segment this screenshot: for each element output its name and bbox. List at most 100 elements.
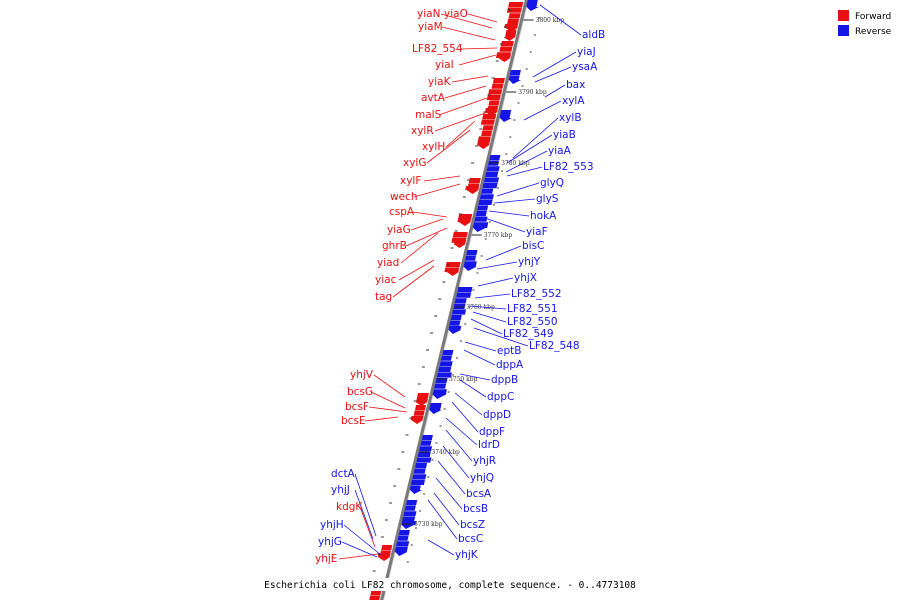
reverse-leader-line — [493, 198, 536, 204]
reverse-leader-line — [505, 150, 548, 173]
gene-label-bisc: bisC — [522, 240, 544, 252]
scale-tick-label: 3800 kbp — [536, 17, 565, 24]
forward-leader-line — [373, 374, 406, 398]
reverse-leader-line — [341, 541, 378, 558]
scale-tick-label: 3740 kbp — [431, 449, 460, 456]
reverse-gene-glyph — [464, 255, 477, 261]
forward-gene-glyph — [414, 405, 427, 411]
gene-label-bcsf: bcsF — [345, 401, 369, 413]
reverse-gene-glyph — [499, 114, 511, 118]
reverse-leader-line — [459, 379, 487, 398]
forward-gene-glyph — [506, 7, 522, 13]
forward-leader-line — [410, 218, 444, 231]
reverse-gene-glyph — [406, 500, 418, 506]
gene-label-yiak: yiaK — [428, 76, 452, 88]
gene-label-lf82-554: LF82_554 — [412, 43, 463, 55]
reverse-gene-glyph — [440, 355, 452, 361]
forward-gene-glyph — [458, 214, 473, 220]
gene-label-yhjx: yhjX — [514, 272, 537, 284]
gene-label-bcsa: bcsA — [466, 488, 492, 500]
gene-label-hoka: hokA — [530, 210, 557, 222]
reverse-gene-glyph — [417, 451, 431, 457]
reverse-gene-glyph — [396, 541, 410, 547]
forward-gene-glyph — [410, 416, 424, 420]
gene-label-yiaj: yiaJ — [577, 46, 596, 58]
forward-gene-glyph — [492, 78, 505, 84]
reverse-gene-glyph — [434, 383, 447, 389]
reverse-gene-glyph — [404, 505, 416, 511]
forward-gene-glyph — [444, 267, 460, 273]
forward-gene-glyph — [482, 114, 497, 120]
gene-label-cspa: cspA — [389, 206, 415, 218]
gene-label-lf82-552: LF82_552 — [511, 288, 562, 300]
reverse-leader-line — [534, 66, 572, 83]
gene-label-wech: wech — [390, 191, 417, 203]
forward-leader-line — [441, 26, 496, 41]
gene-label-kdgk: kdgK — [336, 501, 363, 513]
forward-gene-glyph — [457, 218, 472, 222]
forward-gene-glyph — [468, 178, 481, 184]
reverse-leader-line — [442, 445, 470, 479]
forward-leader-line — [398, 259, 435, 281]
forward-leader-line — [423, 175, 461, 182]
reverse-gene-arrowhead — [429, 410, 442, 414]
gene-label-yiaa: yiaA — [548, 145, 572, 157]
forward-leader-line — [458, 54, 497, 66]
scale-tick-label: 3790 kbp — [518, 89, 547, 96]
gene-label-yiac: yiac — [375, 274, 397, 286]
reverse-gene-glyph — [483, 177, 499, 183]
reverse-leader-line — [354, 473, 377, 537]
scale-tick-label: 3730 kbp — [414, 521, 443, 528]
reverse-gene-glyph — [500, 110, 512, 116]
forward-gene-glyph — [377, 553, 391, 557]
reverse-gene-glyph — [475, 211, 487, 217]
forward-leader-line — [364, 416, 399, 422]
forward-gene-glyph — [477, 141, 490, 145]
forward-gene-glyph — [480, 119, 495, 125]
forward-gene-glyph — [496, 54, 511, 58]
gene-label-yhjj: yhjJ — [331, 484, 350, 496]
forward-gene-glyph — [482, 125, 494, 131]
reverse-leader-line — [470, 318, 503, 335]
gene-label-dcta: dctA — [331, 468, 356, 480]
legend-swatch-reverse — [838, 25, 849, 36]
gene-label-ysaa: ysaA — [572, 61, 598, 73]
reverse-leader-line — [476, 261, 518, 270]
scale-tick-label: 3770 kbp — [484, 232, 513, 239]
reverse-leader-line — [427, 499, 458, 540]
gene-label-dppc: dppC — [487, 391, 514, 403]
forward-gene-arrowhead — [458, 222, 471, 226]
gene-label-xylf: xylF — [400, 175, 421, 187]
gene-label-dppd: dppD — [483, 409, 511, 421]
reverse-gene-glyph — [429, 406, 441, 410]
reverse-gene-glyph — [466, 250, 478, 256]
forward-leader-line — [467, 13, 498, 23]
forward-gene-glyph — [413, 410, 425, 416]
forward-gene-glyph — [369, 595, 381, 600]
gene-label-eptb: eptB — [497, 345, 521, 357]
gene-label-bcsc: bcsC — [458, 533, 483, 545]
reverse-gene-glyph — [401, 516, 416, 522]
forward-gene-arrowhead — [411, 420, 424, 424]
legend-label-forward: Forward — [855, 12, 891, 22]
gene-label-yiaf: yiaF — [526, 226, 548, 238]
forward-gene-glyph — [488, 100, 500, 106]
scale-tick-label: 3750 kbp — [449, 376, 478, 383]
gene-label-yiao: yiaO — [444, 8, 468, 20]
reverse-leader-line — [506, 166, 543, 177]
gene-label-yhjh: yhjH — [320, 519, 344, 531]
reverse-leader-line — [485, 245, 522, 261]
reverse-gene-glyph — [412, 474, 427, 480]
gene-label-yiam: yiaM — [418, 21, 443, 33]
forward-gene-glyph — [485, 108, 498, 112]
forward-gene-arrowhead — [378, 557, 391, 561]
reverse-gene-glyph — [454, 298, 467, 304]
forward-leader-line — [359, 506, 376, 548]
gene-label-bcsg: bcsG — [347, 386, 373, 398]
reverse-leader-line — [474, 293, 511, 299]
gene-label-avta: avtA — [421, 92, 446, 104]
reverse-leader-line — [488, 210, 530, 217]
reverse-leader-line — [539, 4, 582, 36]
